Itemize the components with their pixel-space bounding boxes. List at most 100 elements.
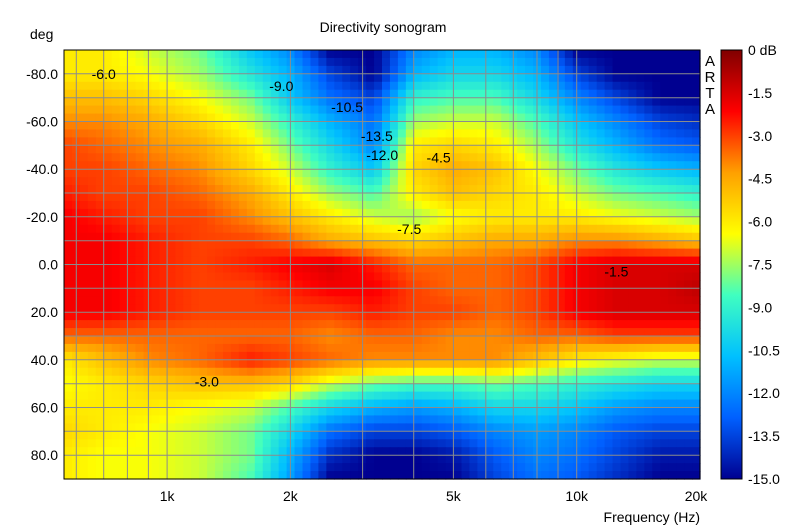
heatmap-cell xyxy=(485,280,494,289)
heatmap-cell xyxy=(199,216,208,226)
heatmap-cell xyxy=(548,169,558,178)
heatmap-cell xyxy=(636,81,645,91)
heatmap-cell xyxy=(326,145,335,154)
heatmap-cell xyxy=(485,431,494,440)
heatmap-cell xyxy=(342,81,351,91)
heatmap-cell xyxy=(183,224,192,234)
heatmap-cell xyxy=(429,415,439,424)
heatmap-cell xyxy=(278,359,288,369)
heatmap-cell xyxy=(604,50,614,59)
heatmap-cell xyxy=(620,57,630,67)
heatmap-cell xyxy=(238,320,248,329)
heatmap-cell xyxy=(676,89,685,99)
heatmap-cell xyxy=(254,288,264,297)
heatmap-cell xyxy=(620,232,630,242)
heatmap-cell xyxy=(87,272,97,281)
heatmap-cell xyxy=(318,407,327,417)
heatmap-cell xyxy=(382,200,391,210)
heatmap-cell xyxy=(477,185,486,194)
heatmap-cell xyxy=(620,105,630,115)
heatmap-cell xyxy=(262,248,272,258)
heatmap-cell xyxy=(556,415,566,424)
heatmap-cell xyxy=(254,97,264,107)
heatmap-cell xyxy=(294,65,304,75)
heatmap-cell xyxy=(270,471,280,480)
heatmap-cell xyxy=(215,272,224,281)
heatmap-cell xyxy=(278,177,288,186)
heatmap-cell xyxy=(294,145,304,154)
heatmap-cell xyxy=(437,232,447,242)
heatmap-cell xyxy=(493,232,502,242)
heatmap-cell xyxy=(64,407,73,417)
heatmap-cell xyxy=(302,113,312,123)
heatmap-cell xyxy=(302,232,312,242)
heatmap-cell xyxy=(684,407,693,417)
colorbar-tick-label: -6.0 xyxy=(748,214,772,230)
heatmap-cell xyxy=(382,256,391,266)
heatmap-cell xyxy=(246,463,256,472)
heatmap-cell xyxy=(668,296,677,305)
heatmap-cell xyxy=(262,280,272,289)
heatmap-cell xyxy=(302,296,312,305)
heatmap-cell xyxy=(143,471,153,480)
heatmap-cell xyxy=(79,153,89,162)
heatmap-cell xyxy=(429,312,439,321)
heatmap-cell xyxy=(223,145,232,154)
heatmap-cell xyxy=(79,232,89,242)
heatmap-cell xyxy=(294,185,304,194)
heatmap-cell xyxy=(183,240,192,250)
heatmap-cell xyxy=(310,471,319,480)
heatmap-cell xyxy=(493,113,502,123)
heatmap-cell xyxy=(596,320,606,329)
heatmap-cell xyxy=(413,423,423,432)
heatmap-cell xyxy=(95,57,105,67)
heatmap-cell xyxy=(95,121,105,131)
heatmap-cell xyxy=(374,471,383,480)
heatmap-cell xyxy=(366,359,375,369)
heatmap-cell xyxy=(628,137,637,146)
heatmap-cell xyxy=(564,280,574,289)
heatmap-cell xyxy=(596,447,606,456)
heatmap-cell xyxy=(310,328,319,337)
heatmap-cell xyxy=(135,351,145,361)
heatmap-cell xyxy=(564,391,574,401)
heatmap-cell xyxy=(517,200,526,210)
heatmap-cell xyxy=(580,336,590,345)
heatmap-cell xyxy=(215,423,224,432)
heatmap-cell xyxy=(183,351,192,361)
heatmap-cell xyxy=(684,81,693,91)
heatmap-cell xyxy=(103,431,113,440)
heatmap-cell xyxy=(270,185,280,194)
heatmap-cell xyxy=(397,423,407,432)
heatmap-cell xyxy=(159,399,168,409)
heatmap-cell xyxy=(64,415,73,424)
heatmap-cell xyxy=(310,232,319,242)
heatmap-cell xyxy=(382,193,391,202)
heatmap-cell xyxy=(692,137,701,146)
heatmap-cell xyxy=(350,407,359,417)
heatmap-cell xyxy=(294,383,304,393)
heatmap-cell xyxy=(580,81,590,91)
heatmap-cell xyxy=(485,399,494,409)
heatmap-cell xyxy=(477,50,486,59)
heatmap-cell xyxy=(445,216,455,226)
heatmap-cell xyxy=(604,57,614,67)
heatmap-cell xyxy=(580,359,590,369)
heatmap-cell xyxy=(79,328,89,337)
heatmap-cell xyxy=(127,407,137,417)
heatmap-cell xyxy=(207,81,216,91)
contour-label: -3.0 xyxy=(195,373,219,389)
heatmap-cell xyxy=(660,65,669,75)
heatmap-cell xyxy=(564,423,574,432)
heatmap-cell xyxy=(501,105,510,115)
heatmap-cell xyxy=(318,423,327,432)
heatmap-cell xyxy=(517,129,526,138)
heatmap-cell xyxy=(525,391,534,401)
heatmap-cell xyxy=(342,161,351,170)
heatmap-cell xyxy=(596,288,606,297)
heatmap-cell xyxy=(310,129,319,138)
heatmap-cell xyxy=(668,336,677,345)
heatmap-cell xyxy=(453,232,463,242)
heatmap-cell xyxy=(366,351,375,361)
heatmap-cell xyxy=(294,81,304,91)
